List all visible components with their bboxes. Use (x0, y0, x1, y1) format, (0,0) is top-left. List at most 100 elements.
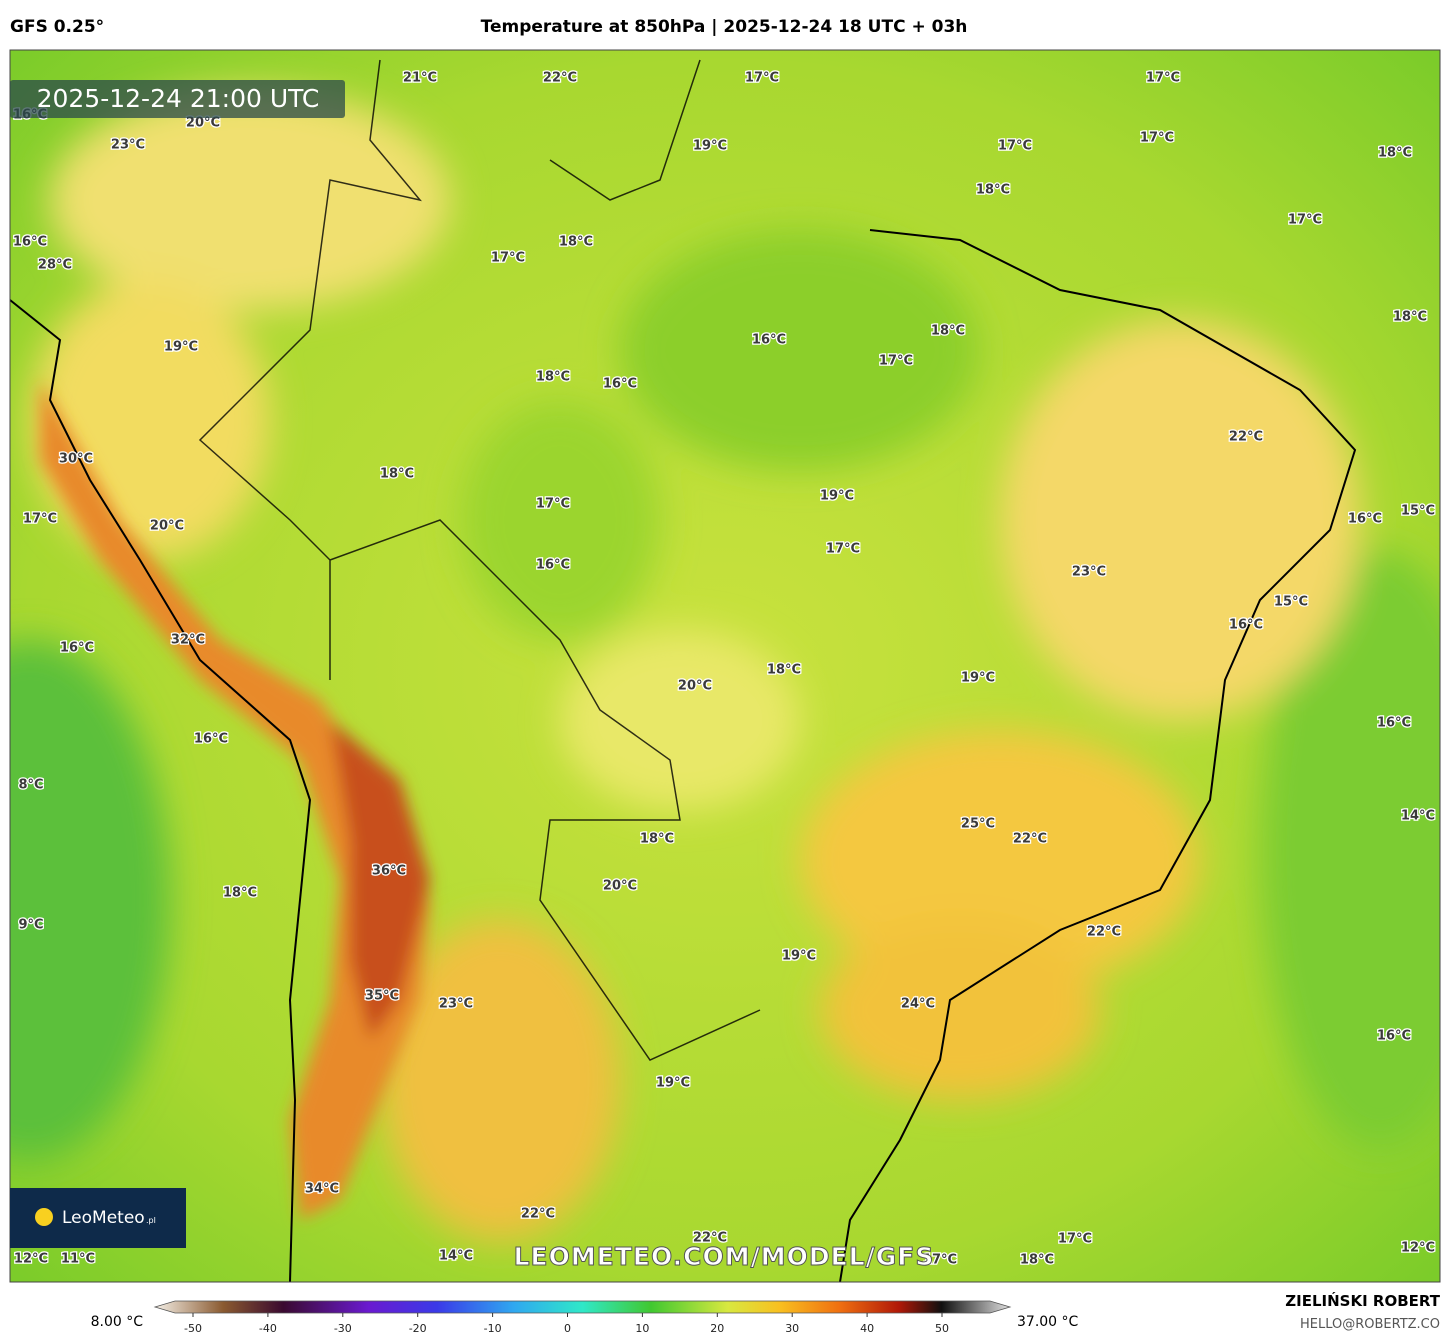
colorbar-min: 8.00 °C (91, 1314, 144, 1330)
temp-label: 20°C (150, 519, 184, 534)
colorbar-ticks: -50 -40 -30 -20 -10 0 10 20 30 40 50 (184, 1313, 949, 1335)
temp-label: 22°C (1013, 832, 1047, 847)
colorbar-tick-label: 40 (860, 1322, 874, 1335)
temp-label: 12°C (1401, 1241, 1435, 1256)
logo-suffix: .pl (146, 1216, 156, 1225)
timestamp: 2025-12-24 21:00 UTC (37, 84, 320, 113)
colorbar-tick-label: 30 (785, 1322, 799, 1335)
colorbar-tick-label: -40 (259, 1322, 277, 1335)
map-frame (9, 49, 1441, 1283)
andes-heat (40, 380, 430, 1220)
temp-label: 18°C (559, 235, 593, 250)
temp-label: 14°C (439, 1249, 473, 1264)
colorbar-tick-label: 10 (635, 1322, 649, 1335)
temp-label: 14°C (1401, 809, 1435, 824)
temp-label: 16°C (1377, 716, 1411, 731)
borders (198, 59, 761, 1061)
temp-label: 22°C (521, 1207, 555, 1222)
temp-label: 18°C (1378, 146, 1412, 161)
temp-label: 20°C (678, 679, 712, 694)
temp-label: 22°C (1229, 430, 1263, 445)
colorbar-tick-label: -30 (334, 1322, 352, 1335)
logo-sun (35, 1208, 53, 1226)
temp-label: 23°C (439, 997, 473, 1012)
temp-label: 17°C (1288, 213, 1322, 228)
temp-label: 32°C (171, 633, 205, 648)
temp-label: 18°C (640, 832, 674, 847)
temp-label: 17°C (491, 251, 525, 266)
colorbar-max: 37.00 °C (1017, 1314, 1079, 1330)
temp-label: 18°C (1393, 310, 1427, 325)
coastline (10, 299, 312, 1282)
model-name: GFS 0.25° (10, 17, 104, 37)
temp-label: 23°C (111, 138, 145, 153)
temp-label: 24°C (901, 997, 935, 1012)
temp-label: 16°C (752, 333, 786, 348)
temp-label: 34°C (305, 1182, 339, 1197)
temp-label: 15°C (1274, 595, 1308, 610)
watermark: LEOMETEO.COM/MODEL/GFS (514, 1242, 935, 1271)
temp-label: 16°C (13, 235, 47, 250)
temp-label: 17°C (826, 542, 860, 557)
temp-label: 19°C (693, 139, 727, 154)
temp-label: 17°C (879, 354, 913, 369)
temp-label: 28°C (38, 258, 72, 273)
temp-label: 22°C (693, 1231, 727, 1246)
temp-label: 16°C (536, 558, 570, 573)
colorbar (153, 1300, 1012, 1314)
colorbar-tick-label: 0 (564, 1322, 571, 1335)
temp-label: 17°C (23, 512, 57, 527)
temp-label: 20°C (603, 879, 637, 894)
temp-label: 19°C (164, 340, 198, 355)
temp-label: 8°C (18, 778, 43, 793)
temp-label: 18°C (223, 886, 257, 901)
temp-label: 15°C (1401, 504, 1435, 519)
temp-label: 18°C (767, 663, 801, 678)
temp-label: 19°C (820, 489, 854, 504)
temp-label: 17°C (745, 71, 779, 86)
temp-label: 35°C (365, 989, 399, 1004)
temp-label: 30°C (59, 452, 93, 467)
colorbar-tick-label: 20 (710, 1322, 724, 1335)
colorbar-tick-label: -50 (184, 1322, 202, 1335)
temp-label: 16°C (1229, 618, 1263, 633)
temp-label: 17°C (998, 139, 1032, 154)
temp-label: 11°C (61, 1252, 95, 1267)
temp-label: 18°C (380, 467, 414, 482)
temp-label: 16°C (60, 641, 94, 656)
temp-label: 12°C (14, 1252, 48, 1267)
temp-label: 16°C (1377, 1029, 1411, 1044)
colorbar-tick-label: -20 (409, 1322, 427, 1335)
temp-label: 20°C (186, 116, 220, 131)
coastline (839, 229, 1357, 1282)
temp-label: 18°C (931, 324, 965, 339)
logo: LeoMeteo (62, 1208, 145, 1228)
temp-label: 9°C (18, 918, 43, 933)
colorbar-tick-label: -10 (484, 1322, 502, 1335)
temp-label: 19°C (961, 671, 995, 686)
temp-label: 16°C (603, 377, 637, 392)
temp-label: 17°C (923, 1253, 957, 1268)
temp-label: 17°C (1140, 131, 1174, 146)
temp-label: 17°C (1058, 1232, 1092, 1247)
temp-label: 18°C (1020, 1253, 1054, 1268)
temp-label: 36°C (372, 864, 406, 879)
temp-label: 18°C (976, 183, 1010, 198)
temp-label: 18°C (536, 370, 570, 385)
colorbar-tick-label: 50 (935, 1322, 949, 1335)
temp-label: 23°C (1072, 565, 1106, 580)
map: 21°C 22°C 17°C 17°C 16°C 20°C 23°C 19°C 17°C 17°C… (10, 50, 1440, 1282)
temperature-labels: 21°C 22°C 17°C 17°C 16°C 20°C 23°C 19°C 17°C 17°C… (12, 69, 1437, 1269)
temp-label: 19°C (782, 949, 816, 964)
temp-label: 16°C (194, 732, 228, 747)
map-title: Temperature at 850hPa | 2025-12-24 18 UT… (481, 17, 968, 37)
email: HELLO@ROBERTZ.CO (1300, 1317, 1440, 1332)
temp-label: 17°C (1146, 71, 1180, 86)
temp-label: 21°C (403, 71, 437, 86)
temp-label: 22°C (543, 71, 577, 86)
temp-label: 25°C (961, 817, 995, 832)
author: ZIELIŃSKI ROBERT (1285, 1291, 1440, 1310)
temp-label: 16°C (1348, 512, 1382, 527)
